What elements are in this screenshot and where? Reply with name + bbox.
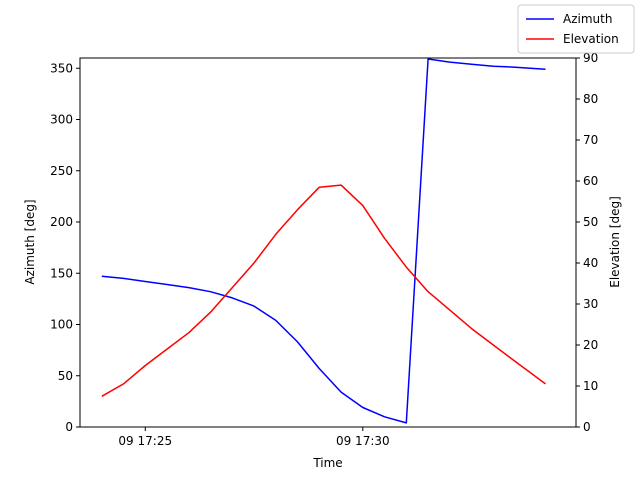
right-tick-label: 40 bbox=[583, 256, 598, 270]
right-axis-ticks: 0 10 20 30 40 50 60 70 80 90 bbox=[576, 51, 598, 434]
left-axis-ticks: 0 50 100 150 200 250 300 350 bbox=[50, 61, 80, 434]
series-line-elevation bbox=[101, 184, 546, 397]
legend-box bbox=[517, 4, 635, 54]
left-tick-label: 150 bbox=[50, 266, 73, 280]
right-tick-label: 0 bbox=[583, 420, 591, 434]
x-tick-label: 09 17:30 bbox=[336, 434, 390, 448]
left-tick-label: 0 bbox=[65, 420, 73, 434]
right-tick-label: 50 bbox=[583, 215, 598, 229]
left-tick-label: 250 bbox=[50, 164, 73, 178]
legend: Azimuth Elevation bbox=[517, 4, 635, 54]
x-axis-title: Time bbox=[312, 456, 342, 470]
right-tick-label: 20 bbox=[583, 338, 598, 352]
legend-label-elevation: Elevation bbox=[563, 32, 619, 46]
right-tick-label: 70 bbox=[583, 133, 598, 147]
right-tick-label: 60 bbox=[583, 174, 598, 188]
plot-lines bbox=[101, 58, 546, 424]
left-axis-title: Azimuth [deg] bbox=[23, 199, 37, 284]
series-line-azimuth bbox=[101, 58, 546, 424]
x-tick-label: 09 17:25 bbox=[118, 434, 172, 448]
x-axis-ticks: 09 17:25 09 17:30 bbox=[118, 427, 390, 448]
right-axis-title: Elevation [deg] bbox=[608, 196, 622, 288]
left-tick-label: 100 bbox=[50, 318, 73, 332]
right-tick-label: 30 bbox=[583, 297, 598, 311]
right-tick-label: 90 bbox=[583, 51, 598, 65]
left-tick-label: 350 bbox=[50, 61, 73, 75]
plot-frame bbox=[79, 57, 577, 428]
left-tick-label: 200 bbox=[50, 215, 73, 229]
right-tick-label: 10 bbox=[583, 379, 598, 393]
left-tick-label: 300 bbox=[50, 113, 73, 127]
legend-label-azimuth: Azimuth bbox=[563, 12, 612, 26]
right-tick-label: 80 bbox=[583, 92, 598, 106]
left-tick-label: 50 bbox=[58, 369, 73, 383]
